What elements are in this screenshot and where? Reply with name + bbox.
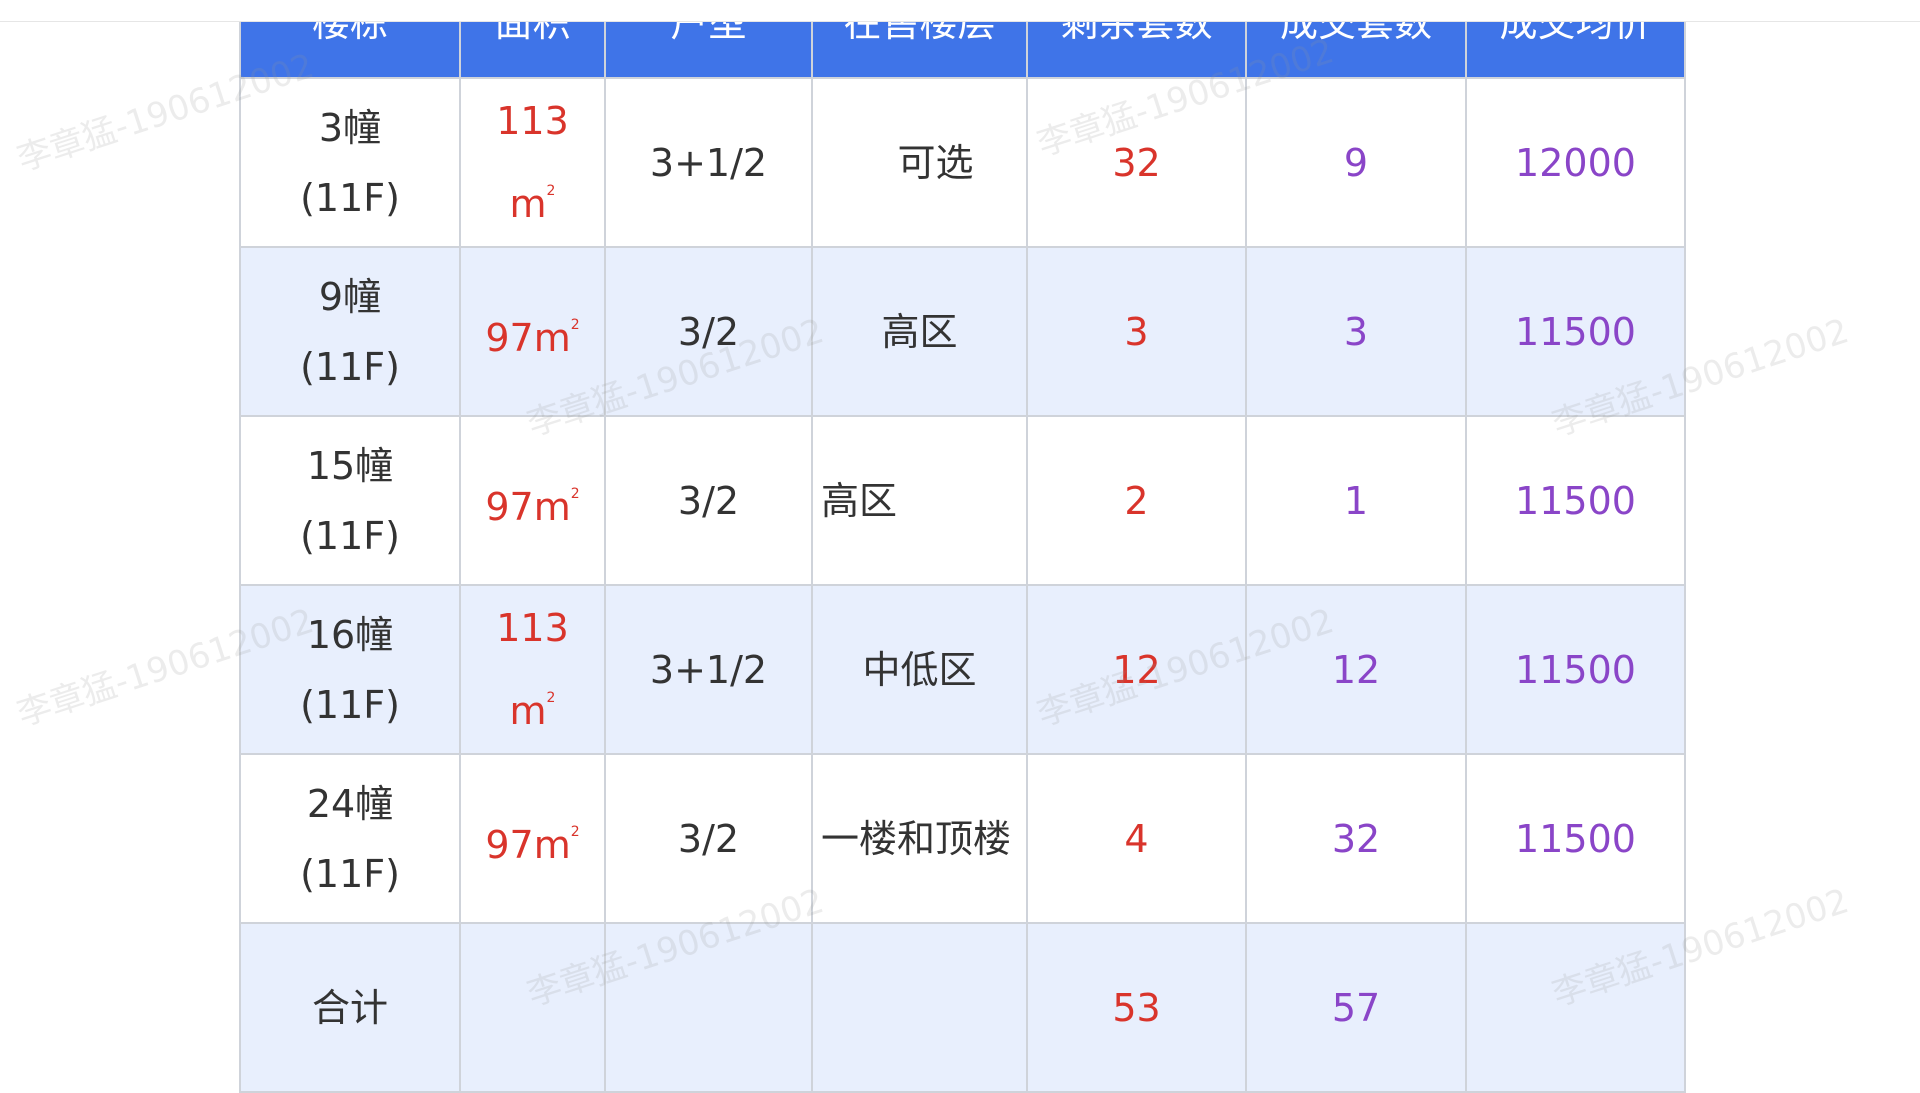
building-cell: 16幢 (11F) (239, 584, 461, 755)
sale-floor-cell: 高区 (811, 415, 1028, 586)
total-area (459, 922, 606, 1093)
header-remaining: 剩余套数 (1026, 22, 1247, 79)
sale-floor-cell: 中低区 (811, 584, 1028, 755)
building-cell: 15幢 (11F) (239, 415, 461, 586)
sold-cell: 12 (1245, 584, 1467, 755)
total-row: 合计 53 57 (239, 922, 1686, 1093)
sold-cell: 3 (1245, 246, 1467, 417)
price-cell: 11500 (1465, 753, 1686, 924)
header-sold: 成交套数 (1245, 22, 1467, 79)
building-cell: 24幢 (11F) (239, 753, 461, 924)
sold-cell: 9 (1245, 77, 1467, 248)
table-row: 16幢 (11F) 113 m2 3+1/2 中低区 12 12 11500 (239, 584, 1686, 755)
sales-table: 楼栋 面积 户型 在售楼层 剩余套数 成交套数 成交均价 3幢 (11F) 113… (239, 22, 1686, 1093)
total-label: 合计 (239, 922, 461, 1093)
total-layout (604, 922, 813, 1093)
total-sold: 57 (1245, 922, 1467, 1093)
layout-cell: 3/2 (604, 753, 813, 924)
building-cell: 9幢 (11F) (239, 246, 461, 417)
building-cell: 3幢 (11F) (239, 77, 461, 248)
table-row: 24幢 (11F) 97m2 3/2 一楼和顶楼 4 32 11500 (239, 753, 1686, 924)
sold-cell: 32 (1245, 753, 1467, 924)
price-cell: 12000 (1465, 77, 1686, 248)
sold-cell: 1 (1245, 415, 1467, 586)
sale-floor-cell: 可选 (811, 77, 1028, 248)
remaining-cell: 2 (1026, 415, 1247, 586)
header-row: 楼栋 面积 户型 在售楼层 剩余套数 成交套数 成交均价 (239, 22, 1686, 79)
top-divider (0, 21, 1920, 22)
table-row: 3幢 (11F) 113 m2 3+1/2 可选 32 9 12000 (239, 77, 1686, 248)
layout-cell: 3/2 (604, 415, 813, 586)
area-cell: 97m2 (459, 246, 606, 417)
price-cell: 11500 (1465, 415, 1686, 586)
table-row: 15幢 (11F) 97m2 3/2 高区 2 1 11500 (239, 415, 1686, 586)
total-price (1465, 922, 1686, 1093)
header-price: 成交均价 (1465, 22, 1686, 79)
remaining-cell: 12 (1026, 584, 1247, 755)
remaining-cell: 4 (1026, 753, 1247, 924)
layout-cell: 3/2 (604, 246, 813, 417)
total-remaining: 53 (1026, 922, 1247, 1093)
header-building: 楼栋 (239, 22, 461, 79)
sale-floor-cell: 一楼和顶楼 (811, 753, 1028, 924)
area-cell: 113 m2 (459, 584, 606, 755)
price-cell: 11500 (1465, 584, 1686, 755)
layout-cell: 3+1/2 (604, 77, 813, 248)
layout-cell: 3+1/2 (604, 584, 813, 755)
header-area: 面积 (459, 22, 606, 79)
header-sale-floor: 在售楼层 (811, 22, 1028, 79)
price-cell: 11500 (1465, 246, 1686, 417)
area-cell: 97m2 (459, 753, 606, 924)
sale-floor-cell: 高区 (811, 246, 1028, 417)
total-sale-floor (811, 922, 1028, 1093)
table-row: 9幢 (11F) 97m2 3/2 高区 3 3 11500 (239, 246, 1686, 417)
remaining-cell: 32 (1026, 77, 1247, 248)
remaining-cell: 3 (1026, 246, 1247, 417)
area-cell: 113 m2 (459, 77, 606, 248)
header-layout: 户型 (604, 22, 813, 79)
area-cell: 97m2 (459, 415, 606, 586)
